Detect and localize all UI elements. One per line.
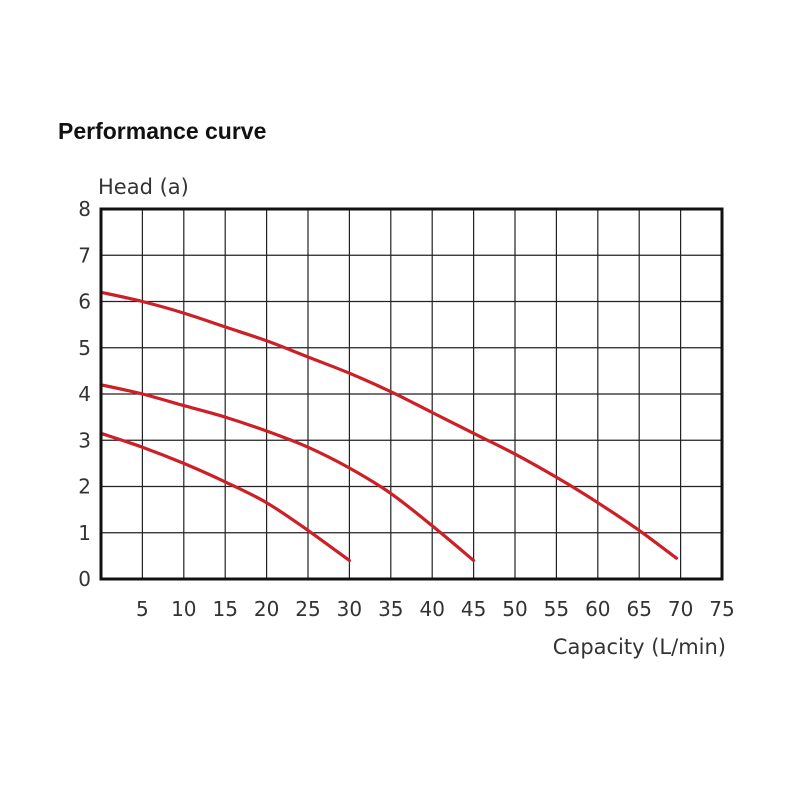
- y-tick-label: 8: [78, 197, 91, 221]
- y-tick-labels: 0 1 2 3 4 5 6 7 8: [78, 197, 91, 591]
- x-tick-label: 75: [709, 597, 734, 621]
- x-axis-label: Capacity (L/min): [553, 635, 726, 659]
- x-tick-label: 45: [461, 597, 486, 621]
- x-tick-label: 20: [254, 597, 279, 621]
- y-tick-label: 6: [78, 290, 91, 314]
- y-tick-label: 2: [78, 475, 91, 499]
- x-tick-label: 25: [295, 597, 320, 621]
- y-tick-label: 7: [78, 243, 91, 267]
- chart-title: Performance curve: [58, 118, 267, 144]
- x-tick-label: 15: [212, 597, 237, 621]
- y-tick-label: 5: [78, 336, 91, 360]
- y-tick-label: 4: [78, 382, 91, 406]
- y-axis-label: Head (a): [98, 175, 189, 199]
- y-tick-label: 1: [78, 521, 91, 545]
- x-tick-labels: 5 10 15 20 25 30 35 40 45 50 55 60 65 70 75: [136, 597, 735, 621]
- y-tick-label: 0: [78, 567, 91, 591]
- series-layer: [99, 290, 679, 563]
- x-tick-label: 55: [544, 597, 569, 621]
- x-tick-label: 35: [378, 597, 403, 621]
- x-tick-label: 30: [337, 597, 362, 621]
- x-tick-label: 40: [419, 597, 444, 621]
- x-tick-label: 60: [585, 597, 610, 621]
- x-tick-label: 50: [502, 597, 527, 621]
- series-line-3: [99, 290, 679, 560]
- y-tick-label: 3: [78, 428, 91, 452]
- series-line-2: [99, 383, 476, 563]
- grid: [101, 209, 722, 579]
- plot-frame: [99, 207, 724, 581]
- series-line-1: [99, 431, 351, 563]
- x-tick-label: 65: [626, 597, 651, 621]
- x-tick-label: 70: [668, 597, 693, 621]
- x-tick-label: 5: [136, 597, 149, 621]
- x-tick-label: 10: [171, 597, 196, 621]
